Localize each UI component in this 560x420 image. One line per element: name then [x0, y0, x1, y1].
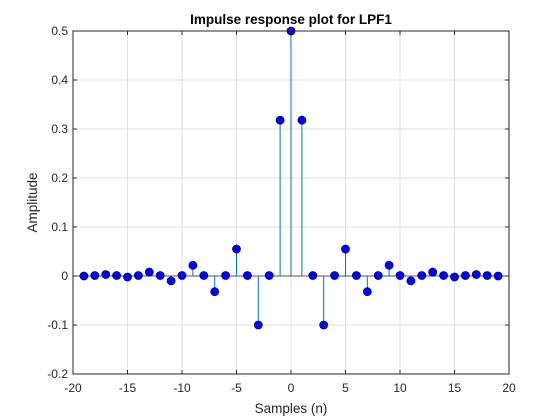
stem-marker	[101, 270, 111, 279]
stem-marker	[384, 260, 394, 270]
stem-marker	[439, 271, 449, 280]
stem-marker	[188, 260, 198, 270]
stem-marker	[90, 271, 100, 280]
stem-marker	[460, 271, 470, 280]
x-tick-label: 0	[288, 381, 295, 395]
y-tick-label: -0.1	[47, 318, 68, 332]
stem-marker	[330, 271, 340, 280]
stem-marker	[177, 271, 187, 280]
stem-marker	[297, 115, 307, 125]
stem-marker	[166, 276, 176, 286]
stem-marker	[493, 271, 503, 281]
y-tick-label: 0.5	[51, 24, 68, 38]
x-tick-label: -5	[231, 381, 242, 395]
y-tick-label: -0.2	[47, 367, 68, 381]
stem-marker	[144, 267, 154, 277]
stem-marker	[319, 320, 329, 330]
stem-marker	[242, 271, 252, 280]
stem-marker	[417, 271, 427, 280]
stem-marker	[221, 271, 231, 280]
stem-marker	[155, 271, 165, 280]
stem-marker	[123, 272, 132, 282]
stem-marker	[362, 287, 372, 297]
x-tick-label: 10	[393, 381, 407, 395]
stem-marker	[471, 270, 481, 279]
y-tick-label: 0.4	[51, 73, 68, 87]
y-tick-label: 0.2	[51, 171, 68, 185]
stem-marker	[112, 271, 121, 280]
x-axis-title: Samples (n)	[255, 401, 328, 416]
stem-marker	[406, 276, 416, 286]
stem-marker	[199, 271, 209, 280]
stem-series	[79, 26, 503, 330]
y-tick-label: 0.1	[51, 220, 68, 234]
stem-marker	[341, 244, 350, 254]
stem-marker	[373, 271, 383, 280]
stem-marker	[253, 320, 263, 330]
y-tick-label: 0	[61, 269, 68, 283]
stem-marker	[232, 244, 241, 254]
x-tick-label: -10	[173, 381, 191, 395]
stem-marker	[133, 271, 143, 280]
stem-marker	[482, 271, 492, 280]
x-axis-ticks: -20 -15 -10 -5 0 5 10 15 20	[64, 31, 516, 395]
stem-marker	[79, 271, 89, 281]
chart-title: Impulse response plot for LPF1	[190, 12, 392, 27]
stem-marker	[264, 271, 274, 280]
y-axis-title: Amplitude	[25, 172, 40, 232]
x-tick-label: 15	[448, 381, 462, 395]
stem-marker	[428, 267, 438, 277]
stem-marker	[450, 272, 459, 282]
y-tick-label: 0.3	[51, 122, 68, 136]
stem-marker	[275, 115, 285, 125]
stem-marker	[351, 271, 361, 280]
y-axis-ticks: -0.2 -0.1 0 0.1 0.2 0.3 0.4 0.5	[47, 24, 509, 381]
x-tick-label: -20	[64, 381, 82, 395]
stem-marker	[210, 287, 220, 297]
x-tick-label: -15	[119, 381, 137, 395]
x-tick-label: 20	[502, 381, 516, 395]
x-tick-label: 5	[342, 381, 349, 395]
stem-marker	[395, 271, 405, 280]
stem-marker	[308, 271, 318, 280]
